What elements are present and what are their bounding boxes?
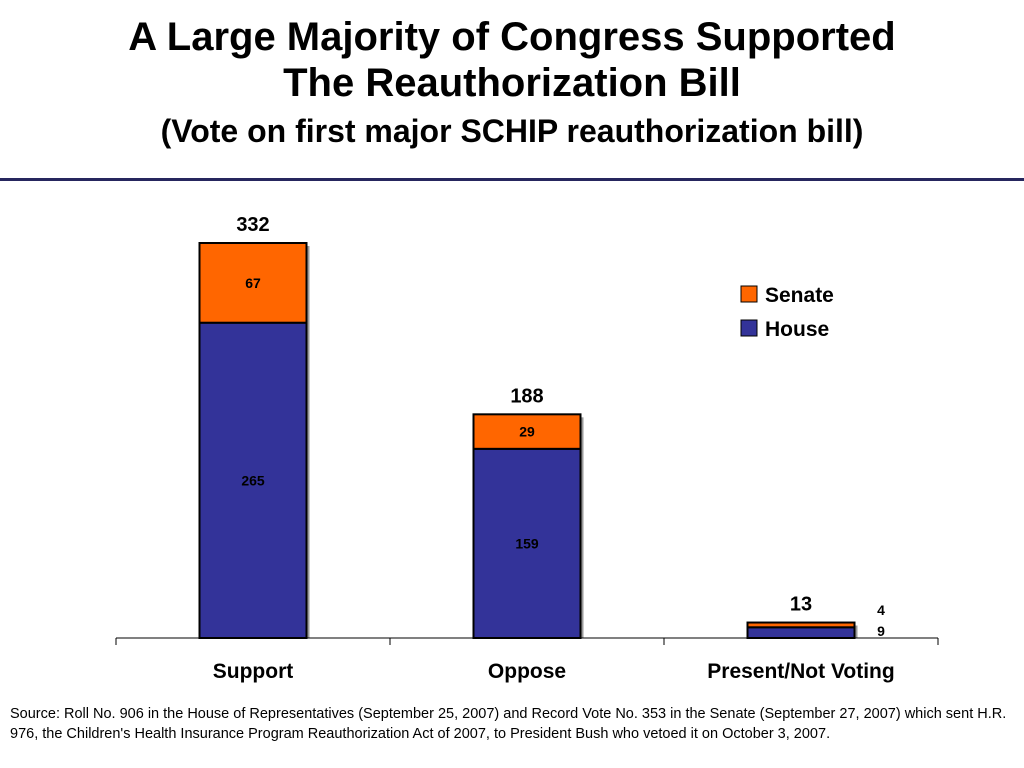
- legend-swatch-house: [740, 319, 758, 337]
- chart-title: A Large Majority of Congress Supported T…: [0, 14, 1024, 150]
- legend-label-house: House: [765, 318, 829, 341]
- title-line-1: A Large Majority of Congress Supported: [128, 15, 896, 59]
- total-label: 332: [236, 214, 269, 236]
- bar-house: [198, 321, 308, 639]
- title-line-2: The Reauthorization Bill: [283, 61, 741, 105]
- category-label: Support: [213, 660, 293, 683]
- data-label-senate: 29: [519, 424, 535, 440]
- category-label: Present/Not Voting: [707, 660, 894, 683]
- bar-senate: [746, 621, 856, 629]
- title-divider: [0, 178, 1024, 181]
- legend-swatch-senate: [740, 285, 758, 303]
- legend-label-senate: Senate: [765, 284, 834, 307]
- category-label: Oppose: [488, 660, 566, 683]
- data-label-senate: 4: [877, 602, 885, 618]
- bar-senate: [472, 413, 582, 450]
- data-label-senate: 67: [245, 275, 261, 291]
- data-label-house: 9: [877, 623, 885, 639]
- total-label: 188: [510, 385, 543, 407]
- chart-subtitle: (Vote on first major SCHIP reauthorizati…: [160, 113, 864, 149]
- data-label-house: 265: [241, 472, 265, 488]
- total-label: 13: [790, 594, 812, 616]
- bar-house: [746, 626, 856, 640]
- data-label-house: 159: [515, 535, 539, 551]
- bar-senate: [198, 242, 308, 324]
- source-note: Source: Roll No. 906 in the House of Rep…: [10, 706, 1007, 742]
- stacked-bar-chart: 332 265 67 Support 188 159 29 Oppose 13 4 9 Present…: [115, 214, 939, 683]
- bar-house: [472, 447, 582, 639]
